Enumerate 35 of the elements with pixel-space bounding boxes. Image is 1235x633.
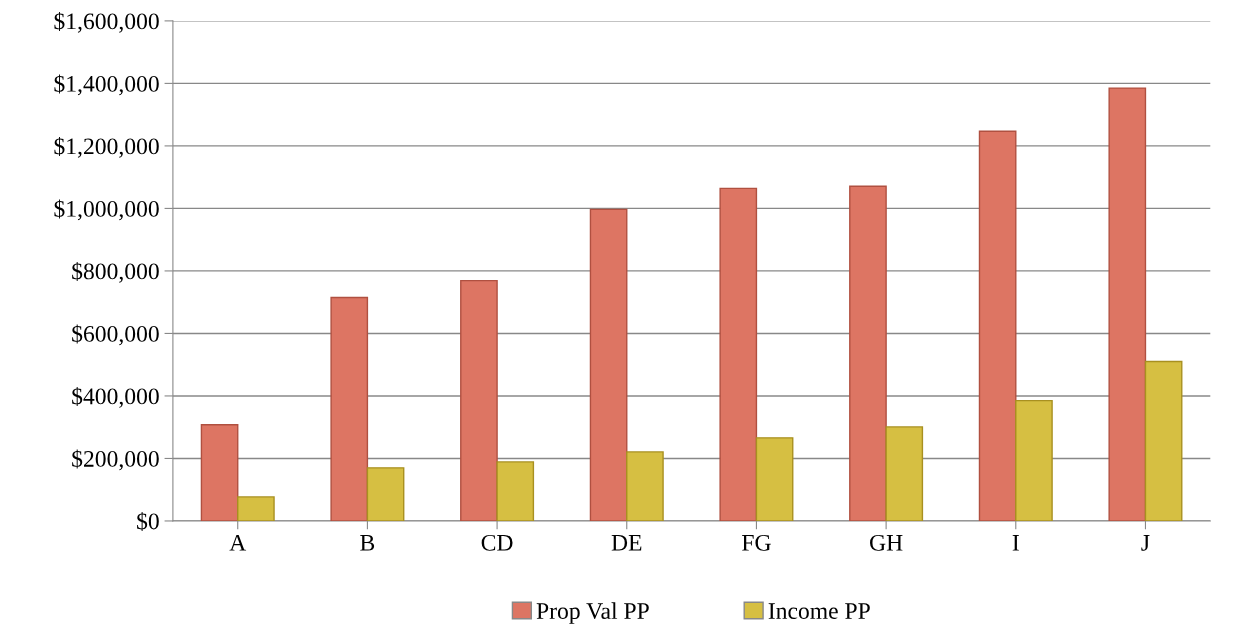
x-tick-label: GH	[870, 534, 903, 551]
bar	[849, 185, 887, 521]
bar	[237, 496, 275, 521]
y-tick-label: $800,000	[72, 262, 159, 283]
bar	[330, 296, 369, 521]
x-tick-label: B	[360, 535, 375, 551]
bar	[626, 451, 664, 521]
y-tick-label: $1,200,000	[54, 137, 159, 158]
bar	[978, 130, 1017, 521]
x-tick-label: A	[229, 534, 247, 551]
x-tick-label: FG	[742, 534, 771, 551]
bar	[200, 424, 239, 521]
bar	[755, 437, 794, 521]
y-tick-label: $1,600,000	[54, 11, 159, 33]
bar	[1108, 87, 1147, 521]
y-tick-label: $400,000	[72, 387, 159, 408]
bar	[719, 187, 758, 521]
x-tick-label: DE	[611, 535, 642, 551]
bar	[885, 426, 924, 521]
bar	[1144, 360, 1183, 521]
x-tick-label: CD	[481, 534, 513, 551]
bar	[589, 208, 628, 521]
legend-label: Prop Val PP	[536, 602, 649, 624]
legend-label: Income PP	[768, 603, 870, 619]
y-tick-label: $600,000	[72, 324, 159, 346]
y-tick-label: $0	[137, 512, 159, 531]
bar	[496, 461, 535, 521]
x-tick-label: I	[1012, 535, 1019, 551]
bar	[366, 467, 405, 521]
y-tick-label: $1,400,000	[54, 74, 159, 96]
y-tick-label: $1,000,000	[54, 199, 159, 221]
bar	[460, 279, 498, 521]
x-tick-label: J	[1141, 535, 1150, 551]
bar	[1015, 399, 1053, 521]
y-tick-label: $200,000	[72, 449, 159, 471]
